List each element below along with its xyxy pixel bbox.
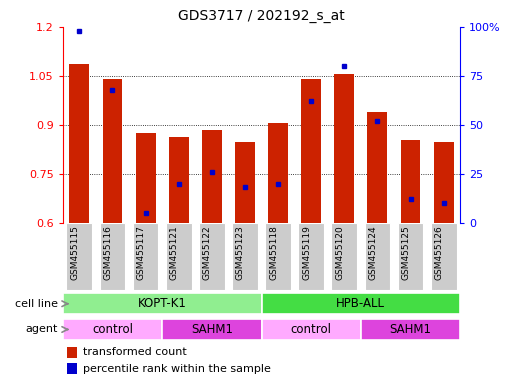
Text: KOPT-K1: KOPT-K1	[138, 297, 187, 310]
Bar	[334, 74, 354, 223]
Bar	[162, 319, 262, 340]
Text: GSM455126: GSM455126	[435, 225, 444, 280]
Title: GDS3717 / 202192_s_at: GDS3717 / 202192_s_at	[178, 9, 345, 23]
Text: GSM455118: GSM455118	[269, 225, 278, 280]
Bar	[232, 223, 258, 290]
Text: GSM455123: GSM455123	[236, 225, 245, 280]
Text: GSM455119: GSM455119	[302, 225, 311, 280]
Bar	[301, 79, 321, 223]
Bar	[434, 142, 453, 223]
Bar	[431, 223, 457, 290]
Bar	[133, 223, 158, 290]
Text: SAHM1: SAHM1	[390, 323, 431, 336]
Bar	[401, 140, 420, 223]
Text: GSM455122: GSM455122	[203, 225, 212, 280]
Bar	[361, 319, 460, 340]
Bar	[265, 223, 291, 290]
Bar	[67, 363, 77, 374]
Bar	[63, 319, 162, 340]
Text: GSM455115: GSM455115	[70, 225, 79, 280]
Text: GSM455124: GSM455124	[368, 225, 378, 280]
Text: GSM455116: GSM455116	[104, 225, 112, 280]
Bar	[365, 223, 390, 290]
Text: SAHM1: SAHM1	[191, 323, 233, 336]
Text: cell line: cell line	[15, 299, 58, 309]
Text: percentile rank within the sample: percentile rank within the sample	[83, 364, 270, 374]
Bar	[202, 130, 222, 223]
Bar	[332, 223, 357, 290]
Bar	[99, 223, 126, 290]
Bar	[169, 137, 189, 223]
Bar	[66, 223, 92, 290]
Text: GSM455121: GSM455121	[169, 225, 179, 280]
Text: GSM455117: GSM455117	[137, 225, 145, 280]
Text: HPB-ALL: HPB-ALL	[336, 297, 385, 310]
Bar	[63, 293, 262, 314]
Text: GSM455125: GSM455125	[402, 225, 411, 280]
Bar	[135, 133, 155, 223]
Bar	[70, 65, 89, 223]
Bar	[166, 223, 191, 290]
Bar	[199, 223, 225, 290]
Text: control: control	[92, 323, 133, 336]
Bar	[67, 346, 77, 358]
Bar	[268, 123, 288, 223]
Bar	[235, 142, 255, 223]
Bar	[262, 319, 361, 340]
Bar	[368, 113, 388, 223]
Text: control: control	[291, 323, 332, 336]
Text: agent: agent	[25, 324, 58, 334]
Text: transformed count: transformed count	[83, 348, 186, 358]
Bar	[262, 293, 460, 314]
Bar	[298, 223, 324, 290]
Bar	[397, 223, 424, 290]
Bar	[103, 79, 122, 223]
Text: GSM455120: GSM455120	[335, 225, 344, 280]
